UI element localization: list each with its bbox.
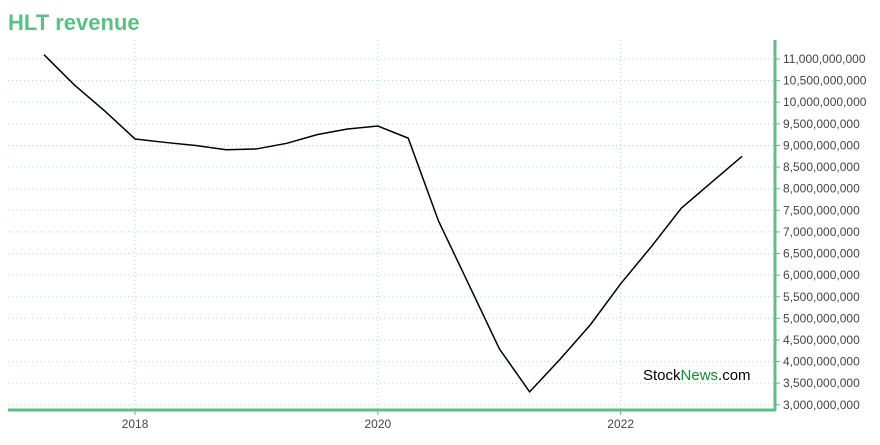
x-tick-label: 2020 — [364, 417, 391, 431]
y-tick-label: 8,000,000,000 — [783, 182, 860, 196]
y-tick-label: 4,000,000,000 — [783, 355, 860, 369]
line-series — [43, 54, 743, 394]
y-tick-label: 11,000,000,000 — [783, 52, 866, 66]
x-tick-label: 2018 — [122, 417, 149, 431]
watermark-part: .com — [718, 367, 751, 384]
y-tick-label: 3,500,000,000 — [783, 376, 860, 390]
chart-title: HLT revenue — [8, 10, 140, 35]
y-tick-label: 6,000,000,000 — [783, 268, 860, 282]
y-tick-label: 7,500,000,000 — [783, 203, 860, 217]
y-tick-label: 3,000,000,000 — [783, 398, 860, 412]
y-tick-label: 5,000,000,000 — [783, 311, 860, 325]
y-tick-label: 8,500,000,000 — [783, 160, 860, 174]
y-tick-label: 4,500,000,000 — [783, 333, 860, 347]
x-tick-label: 2022 — [607, 417, 634, 431]
y-tick-label: 6,500,000,000 — [783, 247, 860, 261]
y-tick-label: 5,500,000,000 — [783, 290, 860, 304]
y-tick-label: 10,000,000,000 — [783, 95, 867, 109]
y-tick-label: 10,500,000,000 — [783, 74, 867, 88]
watermark-part: Stock — [643, 367, 681, 384]
y-tick-label: 9,000,000,000 — [783, 138, 860, 152]
y-tick-label: 9,500,000,000 — [783, 117, 860, 131]
watermark-part: News — [681, 367, 719, 384]
watermark: StockNews.com — [643, 367, 751, 384]
y-tick-label: 7,000,000,000 — [783, 225, 860, 239]
